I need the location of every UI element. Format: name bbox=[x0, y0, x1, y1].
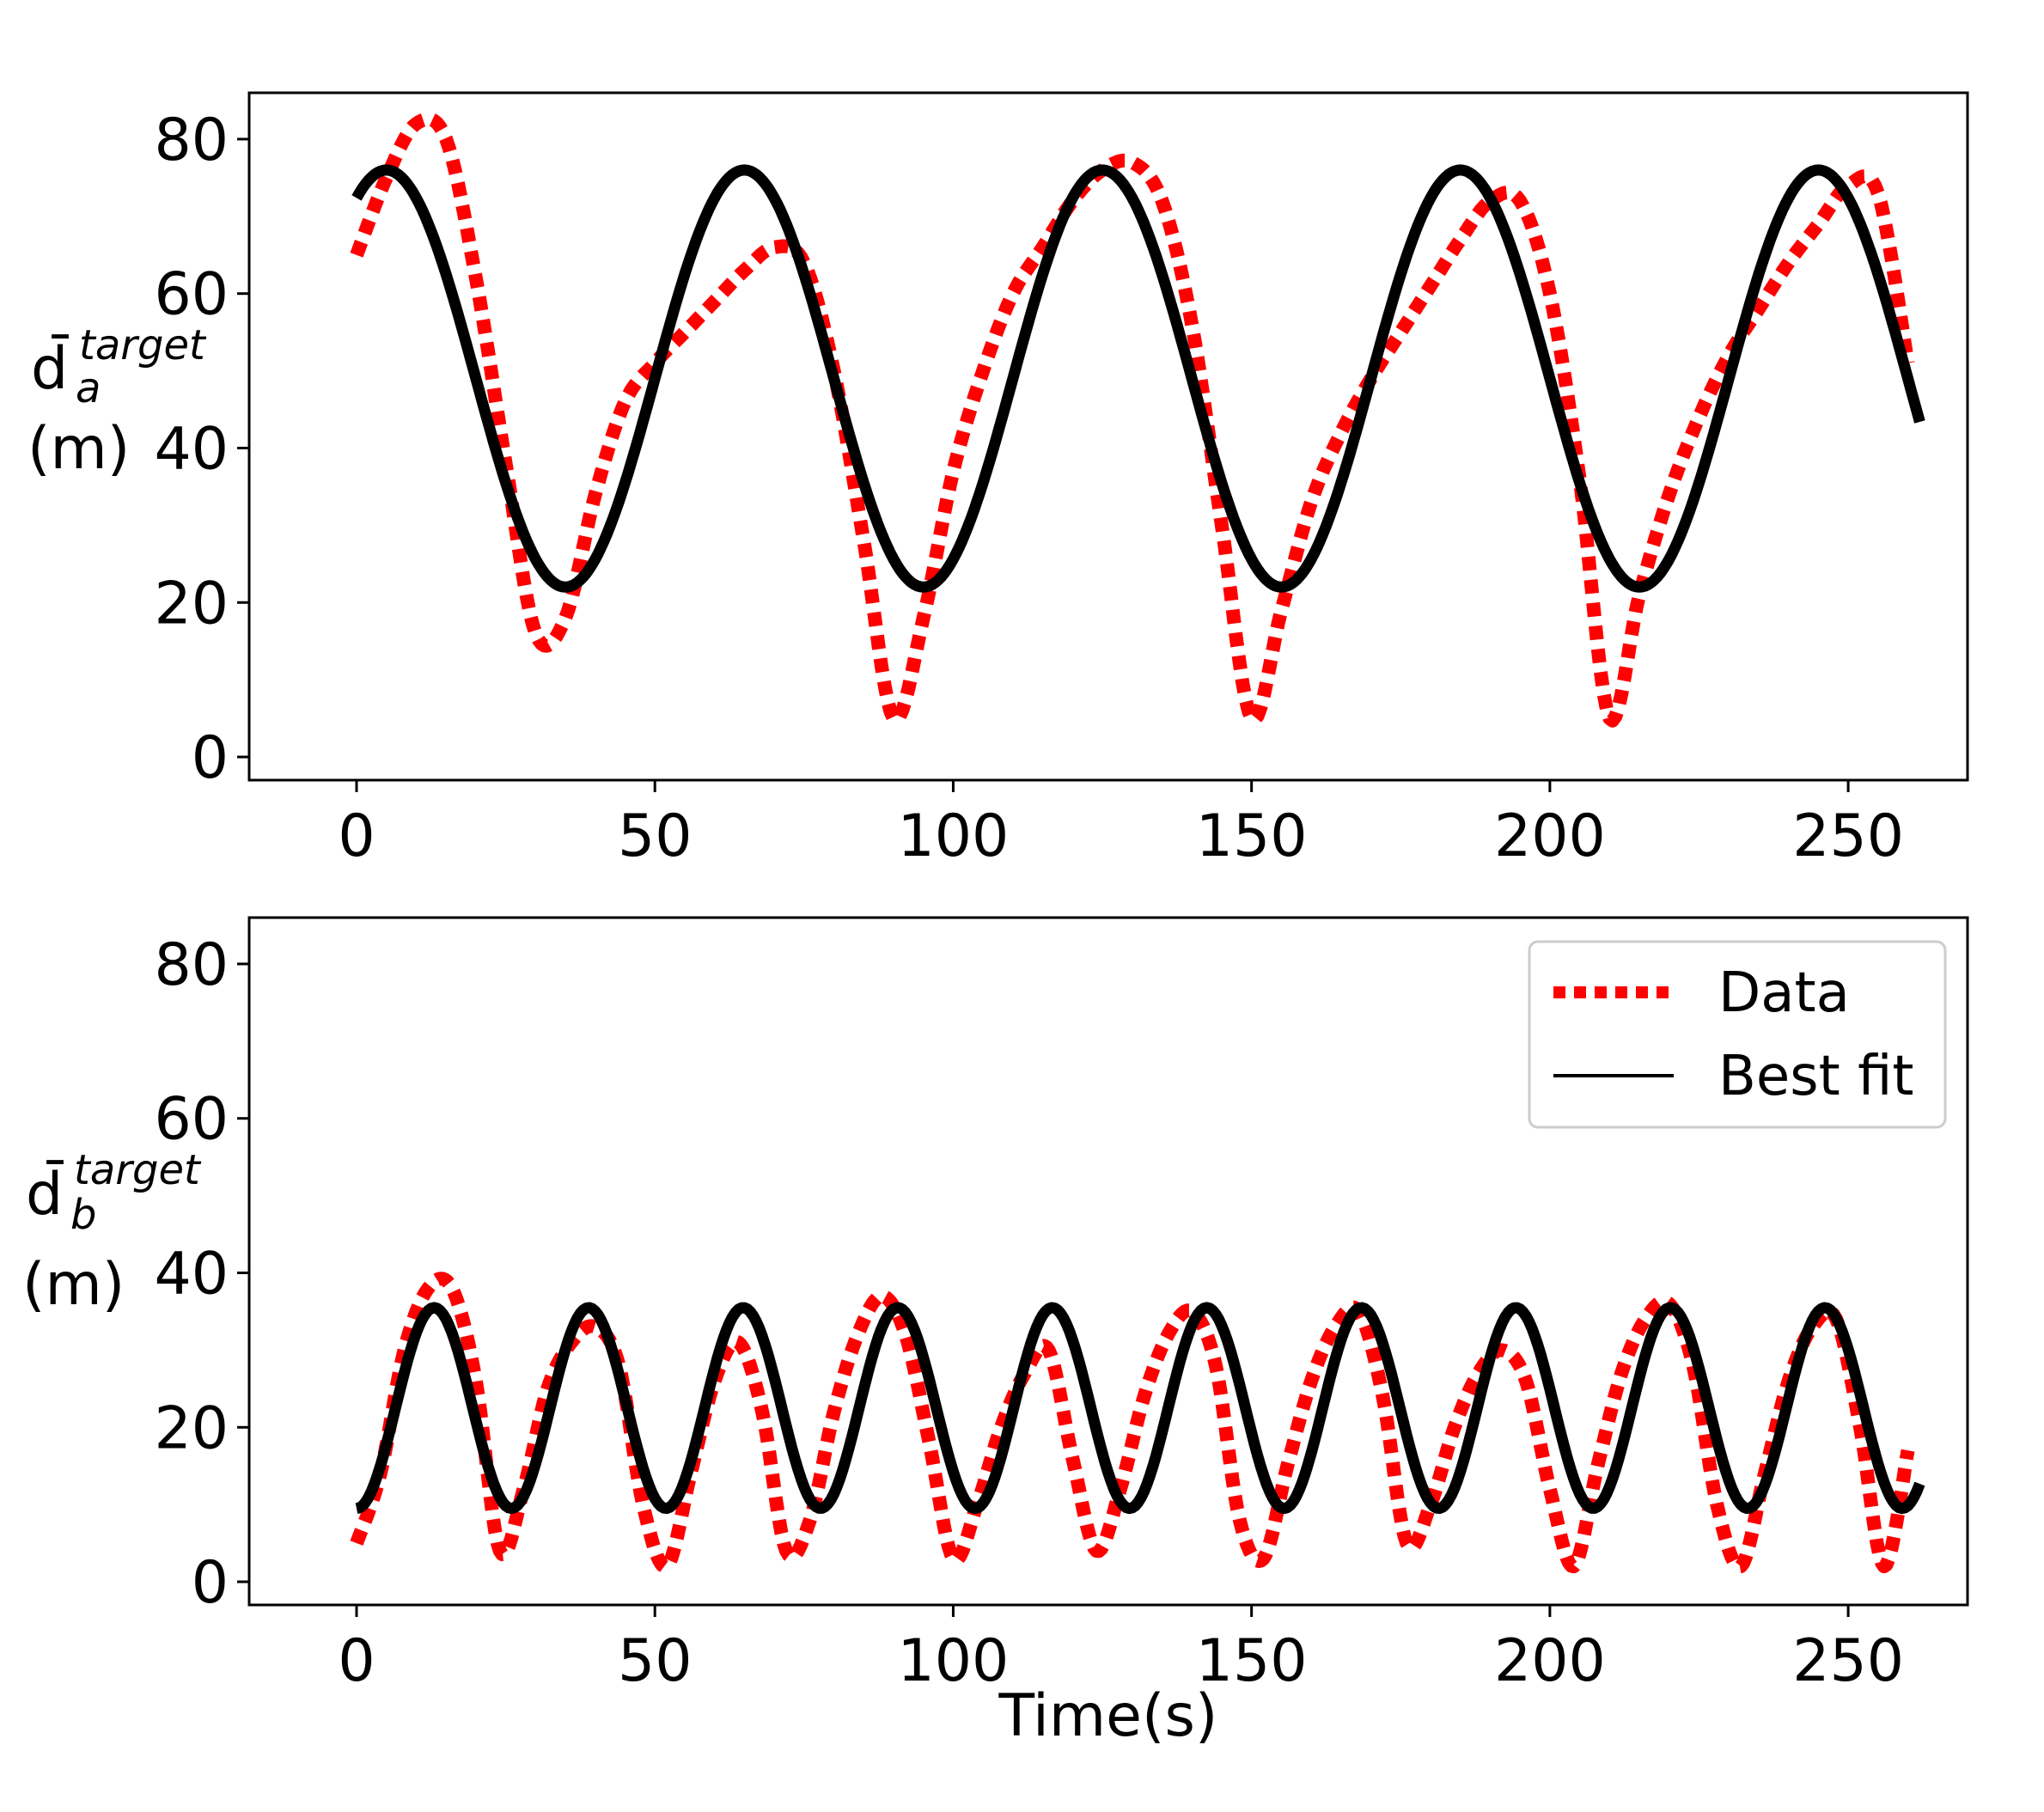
y-tick-label: 40 bbox=[154, 415, 229, 483]
y-axis-label-superscript: target bbox=[79, 321, 207, 369]
y-tick-label: 40 bbox=[154, 1240, 229, 1308]
legend-box bbox=[1528, 940, 1947, 1129]
x-tick-label: 200 bbox=[1494, 1627, 1606, 1695]
plot-frame-top bbox=[247, 91, 1969, 782]
x-axis-label: Time(s) bbox=[998, 1682, 1218, 1750]
series-group-bottom bbox=[350, 1272, 1925, 1574]
axis-ticks-bottom: 0 50 100 150 200 250 0 20 40 60 80 bbox=[154, 931, 1904, 1695]
x-tick-label: 150 bbox=[1196, 802, 1308, 870]
legend-label-data: Data bbox=[1718, 961, 1850, 1025]
x-tick-label: 200 bbox=[1494, 802, 1606, 870]
legend-label-fit: Best fit bbox=[1718, 1045, 1913, 1108]
y-tick-label: 60 bbox=[154, 1086, 229, 1154]
y-axis-label-top: d̄ a target (m) bbox=[27, 321, 207, 483]
y-axis-label-unit: (m) bbox=[22, 1251, 125, 1319]
axis-ticks-top: 0 50 100 150 200 250 0 20 40 60 80 bbox=[154, 107, 1904, 870]
panel-bottom: 0 50 100 150 200 250 0 20 40 60 80 d̄ b target (m)… bbox=[22, 916, 1969, 1750]
x-tick-label: 100 bbox=[898, 802, 1010, 870]
y-axis-label-bottom: d̄ b target (m) bbox=[22, 1146, 202, 1319]
y-tick-label: 20 bbox=[154, 570, 229, 638]
y-tick-label: 80 bbox=[154, 931, 229, 999]
x-tick-label: 250 bbox=[1792, 1627, 1904, 1695]
series-data-line bbox=[350, 112, 1915, 728]
series-best-fit-line bbox=[351, 164, 1925, 593]
y-tick-label: 80 bbox=[154, 107, 229, 174]
x-tick-label: 50 bbox=[618, 1627, 693, 1695]
y-axis-label-subscript: a bbox=[76, 364, 101, 412]
y-tick-label: 0 bbox=[192, 724, 229, 792]
x-tick-label: 250 bbox=[1792, 802, 1904, 870]
y-axis-label-subscript: b bbox=[70, 1191, 96, 1239]
panel-top: 0 50 100 150 200 250 0 20 40 60 80 d̄ a target (m) bbox=[27, 91, 1969, 870]
y-tick-label: 20 bbox=[154, 1394, 229, 1462]
x-tick-label: 50 bbox=[618, 802, 693, 870]
y-tick-label: 0 bbox=[192, 1549, 229, 1617]
y-axis-label-base: d̄ bbox=[31, 334, 70, 403]
y-axis-label-superscript: target bbox=[74, 1146, 202, 1194]
y-axis-label-unit: (m) bbox=[27, 415, 130, 483]
legend: Data Best fit bbox=[1528, 940, 1947, 1129]
x-tick-label: 0 bbox=[338, 802, 375, 870]
y-tick-label: 60 bbox=[154, 261, 229, 329]
x-tick-label: 0 bbox=[338, 1627, 375, 1695]
y-axis-label-base: d̄ bbox=[26, 1160, 64, 1229]
series-group-top bbox=[350, 112, 1925, 728]
x-tick-label: 100 bbox=[898, 1627, 1010, 1695]
series-best-fit-line bbox=[354, 1302, 1925, 1515]
x-tick-label: 150 bbox=[1196, 1627, 1308, 1695]
